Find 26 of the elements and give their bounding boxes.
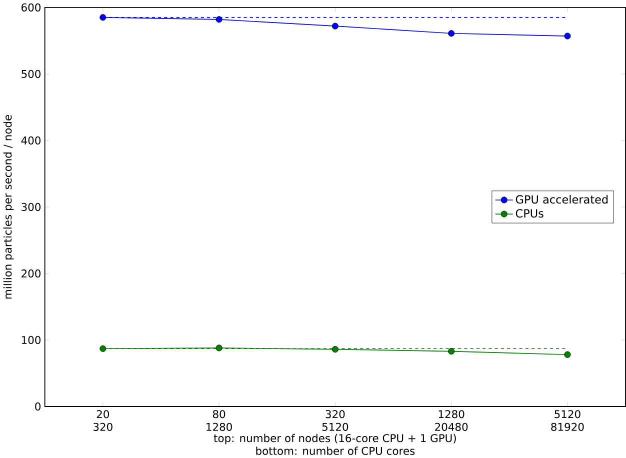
y-tick-label: 400 xyxy=(21,136,41,144)
point xyxy=(216,16,222,23)
legend-label: GPU accelerated xyxy=(516,194,608,204)
point xyxy=(332,346,338,352)
x-axis-title: top: number of nodes (16-core CPU + 1 GPU) xyxy=(214,434,456,444)
point xyxy=(332,22,338,30)
point xyxy=(564,32,571,40)
y-axis-title: million particles per second / node xyxy=(3,114,14,298)
x-tick-label: 20 320 xyxy=(94,410,112,431)
x-tick-label: 320 5120 xyxy=(322,410,348,431)
y-tick-label: 600 xyxy=(22,3,41,12)
point xyxy=(100,14,106,21)
point xyxy=(448,348,455,354)
y-tick-label: 200 xyxy=(22,269,41,278)
point xyxy=(448,30,455,36)
legend-label: CPUs xyxy=(516,208,544,218)
y-tick-label: 100 xyxy=(22,336,41,344)
y-tick-label: 500 xyxy=(22,70,41,78)
y-tick-label: 0 xyxy=(35,402,41,410)
point xyxy=(216,344,222,352)
x-tick-label: 1280 20480 xyxy=(435,410,468,431)
point xyxy=(564,351,571,358)
x-tick-label: 5120 81920 xyxy=(551,410,584,431)
y-tick-label: 300 xyxy=(22,202,41,211)
text: bottom: number of CPU cores xyxy=(256,446,415,455)
point xyxy=(100,345,106,352)
